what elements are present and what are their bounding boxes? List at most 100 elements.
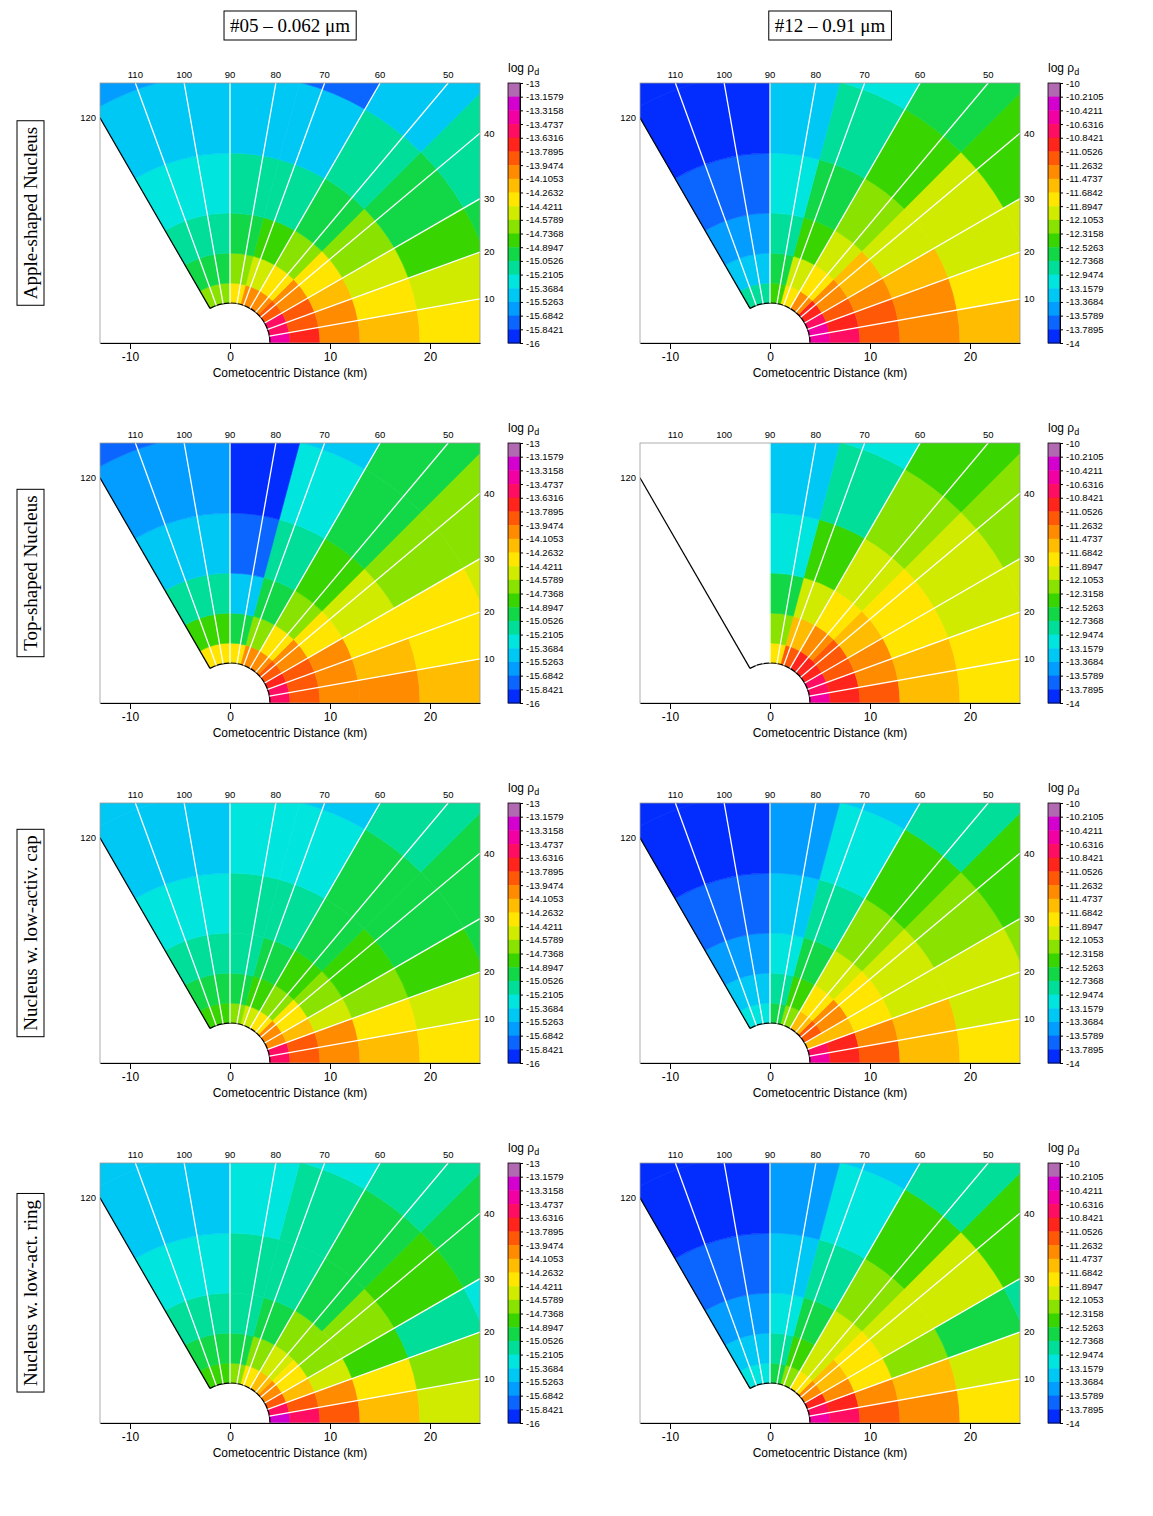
tick-mark	[1060, 247, 1063, 248]
colorbar-band	[508, 1409, 520, 1423]
cells	[100, 83, 480, 343]
tick-label: -14.4211	[526, 561, 563, 572]
tick: -12.3158	[1060, 588, 1104, 599]
colorbar-title: log ρd	[508, 421, 539, 437]
colorbar-band	[508, 662, 520, 676]
cells	[640, 83, 1020, 343]
row-box	[17, 829, 44, 1036]
tick: -12.7368	[1060, 975, 1104, 986]
colorbar-axis: -10-10.2105-10.4211-10.6316-10.8421-11.0…	[1060, 438, 1104, 709]
tick-mark	[520, 220, 523, 221]
tick: -13.3684	[1060, 1016, 1104, 1027]
tick-mark	[970, 703, 971, 709]
tick-label: -13.7895	[1066, 1404, 1104, 1415]
colorbar-band	[1048, 179, 1060, 193]
tick-mark	[520, 97, 523, 98]
tick: -15.5263	[520, 1016, 564, 1027]
colorbar-band	[508, 1286, 520, 1300]
tick-label: -15.3684	[526, 643, 564, 654]
tick-mark	[1060, 457, 1063, 458]
nucleus-outline	[210, 303, 270, 343]
tick: -10.6316	[1060, 119, 1104, 130]
tick-label: -12.7368	[1066, 615, 1104, 626]
tick: 20	[964, 703, 978, 724]
tick-mark	[520, 1049, 523, 1050]
colorbar-band	[508, 124, 520, 138]
tick: -15.2105	[520, 269, 564, 280]
tick-mark	[1060, 566, 1063, 567]
tick: -12.3158	[1060, 228, 1104, 239]
angle-label: 60	[915, 69, 926, 80]
tick-mark	[970, 343, 971, 349]
tick-label: -14.7368	[526, 228, 564, 239]
tick: -11.2632	[1060, 1240, 1103, 1251]
colorbar-band	[1048, 858, 1060, 872]
angle-ray	[256, 443, 448, 672]
angle-label: 90	[225, 429, 236, 440]
tick-label: -15.2105	[526, 269, 564, 280]
angle-ray	[675, 83, 756, 305]
tick-mark	[1060, 1341, 1063, 1342]
colorbar-title-sub: d	[534, 67, 539, 77]
tick: -12.9474	[1060, 989, 1104, 1000]
angle-ray	[100, 1198, 210, 1389]
angle-label: 40	[484, 848, 495, 859]
tick-mark	[670, 1423, 671, 1429]
colorbar-band	[1048, 206, 1060, 220]
tick-mark	[1060, 316, 1063, 317]
tick-mark	[520, 539, 523, 540]
angle-label: 120	[620, 472, 636, 483]
tick-mark	[1060, 83, 1063, 84]
tick: -11.0526	[1060, 1226, 1103, 1237]
colorbar-band	[1048, 1272, 1060, 1286]
tick: -13.6316	[520, 852, 564, 863]
plot-frame	[100, 803, 480, 1063]
tick-mark	[520, 316, 523, 317]
tick-mark	[1060, 1008, 1063, 1009]
tick-label: -10.8421	[1066, 852, 1104, 863]
colorbar-frame	[1048, 443, 1060, 703]
colorbar-band	[1048, 1163, 1060, 1177]
tick: -11.0526	[1060, 866, 1103, 877]
tick-label: -13.6316	[526, 852, 564, 863]
tick: 0	[767, 703, 774, 724]
angle-label: 30	[484, 193, 495, 204]
tick-label: -13.9474	[526, 160, 564, 171]
angle-label: 110	[128, 789, 143, 800]
tick-label: -13.7895	[526, 506, 564, 517]
tick-mark	[520, 206, 523, 207]
tick: -10.8421	[1060, 492, 1104, 503]
cells	[640, 1163, 1020, 1423]
tick-label: -12.7368	[1066, 255, 1104, 266]
tick: -12.9474	[1060, 1349, 1104, 1360]
tick-mark	[130, 1423, 131, 1429]
tick: -14.2632	[520, 547, 564, 558]
tick-mark	[520, 234, 523, 235]
angle-rays	[100, 1163, 480, 1416]
row-title: Top-shaped Nucleus	[20, 495, 41, 650]
colorbar-band	[1048, 830, 1060, 844]
tick: -15.6842	[520, 1390, 564, 1401]
colorbar-band	[1048, 316, 1060, 330]
tick-mark	[1060, 817, 1063, 818]
angle-ray	[640, 838, 750, 1029]
tick-mark	[520, 899, 523, 900]
panel: 102030405060708090100110120-1001020Comet…	[585, 1053, 1140, 1460]
tick-mark	[520, 1022, 523, 1023]
tick-label: -11.6842	[1066, 547, 1103, 558]
tick-mark	[1060, 329, 1063, 330]
tick: -11.2632	[1060, 880, 1103, 891]
tick: -10.8421	[1060, 1212, 1104, 1223]
colorbar-band	[508, 1259, 520, 1273]
tick-label: -10	[122, 1070, 140, 1084]
nucleus-outline	[210, 663, 270, 703]
tick: -13.1579	[520, 1171, 564, 1182]
tick-mark	[520, 151, 523, 152]
tick-mark	[1060, 1314, 1063, 1315]
colorbar-band	[1048, 329, 1060, 343]
tick: -12.9474	[1060, 629, 1104, 640]
colorbar-band	[1048, 995, 1060, 1009]
tick-label: -15.0526	[526, 975, 564, 986]
tick-label: -14.5789	[526, 1294, 564, 1305]
colorbar-band	[1048, 165, 1060, 179]
